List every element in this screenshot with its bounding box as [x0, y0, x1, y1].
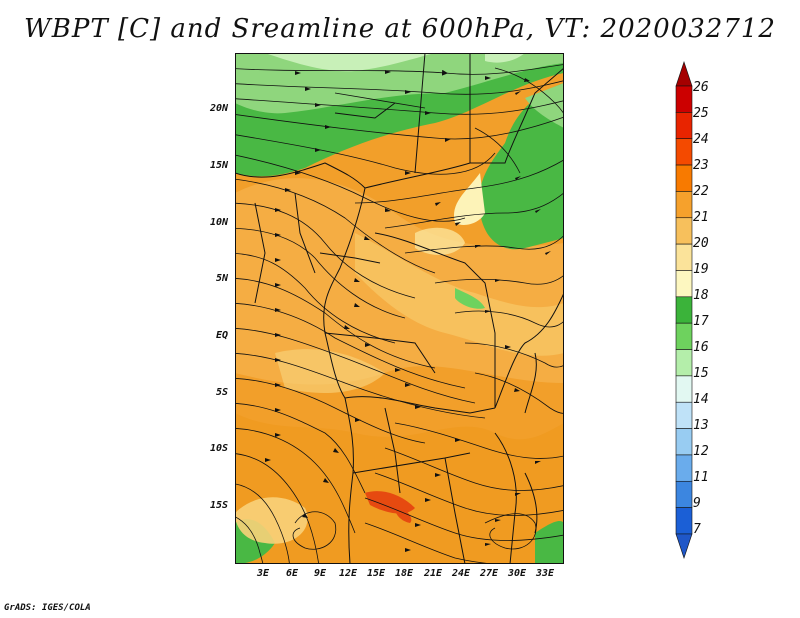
wbpt-green-northeast: [479, 83, 564, 250]
colorbar-label-14: 14: [693, 392, 709, 407]
colorbar-segment: [675, 217, 693, 245]
colorbar: [675, 61, 693, 559]
lon-label-18e: 18E: [394, 568, 414, 579]
colorbar-segment: [675, 428, 693, 456]
colorbar-label-11: 11: [693, 470, 709, 485]
colorbar-label-17: 17: [693, 314, 709, 329]
colorbar-segment: [675, 454, 693, 482]
colorbar-segment: [675, 85, 693, 113]
colorbar-segment: [675, 243, 693, 271]
lon-label-21e: 21E: [423, 568, 443, 579]
lat-label-15s: 15S: [209, 500, 228, 511]
lon-label-33e: 33E: [535, 568, 555, 579]
colorbar-segment: [675, 322, 693, 350]
colorbar-segment: [675, 375, 693, 403]
lat-label-20n: 20N: [209, 103, 228, 114]
colorbar-segment: [675, 191, 693, 219]
colorbar-label-18: 18: [693, 288, 709, 303]
lat-label-10n: 10N: [209, 217, 228, 228]
colorbar-label-7: 7: [693, 522, 701, 537]
colorbar-segment: [675, 138, 693, 166]
colorbar-label-25: 25: [693, 106, 709, 121]
colorbar-segment: [675, 480, 693, 508]
streamline-arrows: [265, 70, 551, 552]
colorbar-segment: [675, 507, 693, 535]
colorbar-segment: [675, 112, 693, 140]
lat-label-eq: EQ: [215, 330, 228, 341]
lon-label-30e: 30E: [507, 568, 527, 579]
lon-label-12e: 12E: [338, 568, 358, 579]
lat-label-10s: 10S: [209, 443, 228, 454]
colorbar-segment: [675, 61, 693, 87]
lon-label-6e: 6E: [285, 568, 299, 579]
colorbar-label-9: 9: [693, 496, 701, 511]
colorbar-label-15: 15: [693, 366, 709, 381]
lat-label-5n: 5N: [215, 273, 228, 284]
lon-label-9e: 9E: [313, 568, 327, 579]
colorbar-label-21: 21: [693, 210, 709, 225]
colorbar-label-16: 16: [693, 340, 709, 355]
colorbar-segment: [675, 296, 693, 324]
colorbar-label-13: 13: [693, 418, 709, 433]
colorbar-label-26: 26: [693, 80, 709, 95]
lon-label-24e: 24E: [451, 568, 471, 579]
colorbar-label-24: 24: [693, 132, 709, 147]
lon-label-3e: 3E: [256, 568, 270, 579]
lon-label-27e: 27E: [479, 568, 499, 579]
lat-label-15n: 15N: [209, 160, 228, 171]
colorbar-segment: [675, 401, 693, 429]
colorbar-label-20: 20: [693, 236, 709, 251]
colorbar-segment: [675, 164, 693, 192]
lat-label-5s: 5S: [215, 387, 228, 398]
lon-label-15e: 15E: [366, 568, 386, 579]
colorbar-label-22: 22: [693, 184, 709, 199]
colorbar-label-19: 19: [693, 262, 709, 277]
colorbar-segment: [675, 270, 693, 298]
colorbar-label-12: 12: [693, 444, 709, 459]
map-border: [235, 53, 564, 564]
colorbar-label-23: 23: [693, 158, 709, 173]
colorbar-segment: [675, 349, 693, 377]
grads-credit: GrADS: IGES/COLA: [4, 603, 91, 613]
colorbar-segments: [675, 61, 693, 559]
map-panel: [235, 53, 564, 564]
colorbar-segment: [675, 533, 693, 559]
map-title: WBPT [C] and Sreamline at 600hPa, VT: 20…: [24, 14, 776, 44]
